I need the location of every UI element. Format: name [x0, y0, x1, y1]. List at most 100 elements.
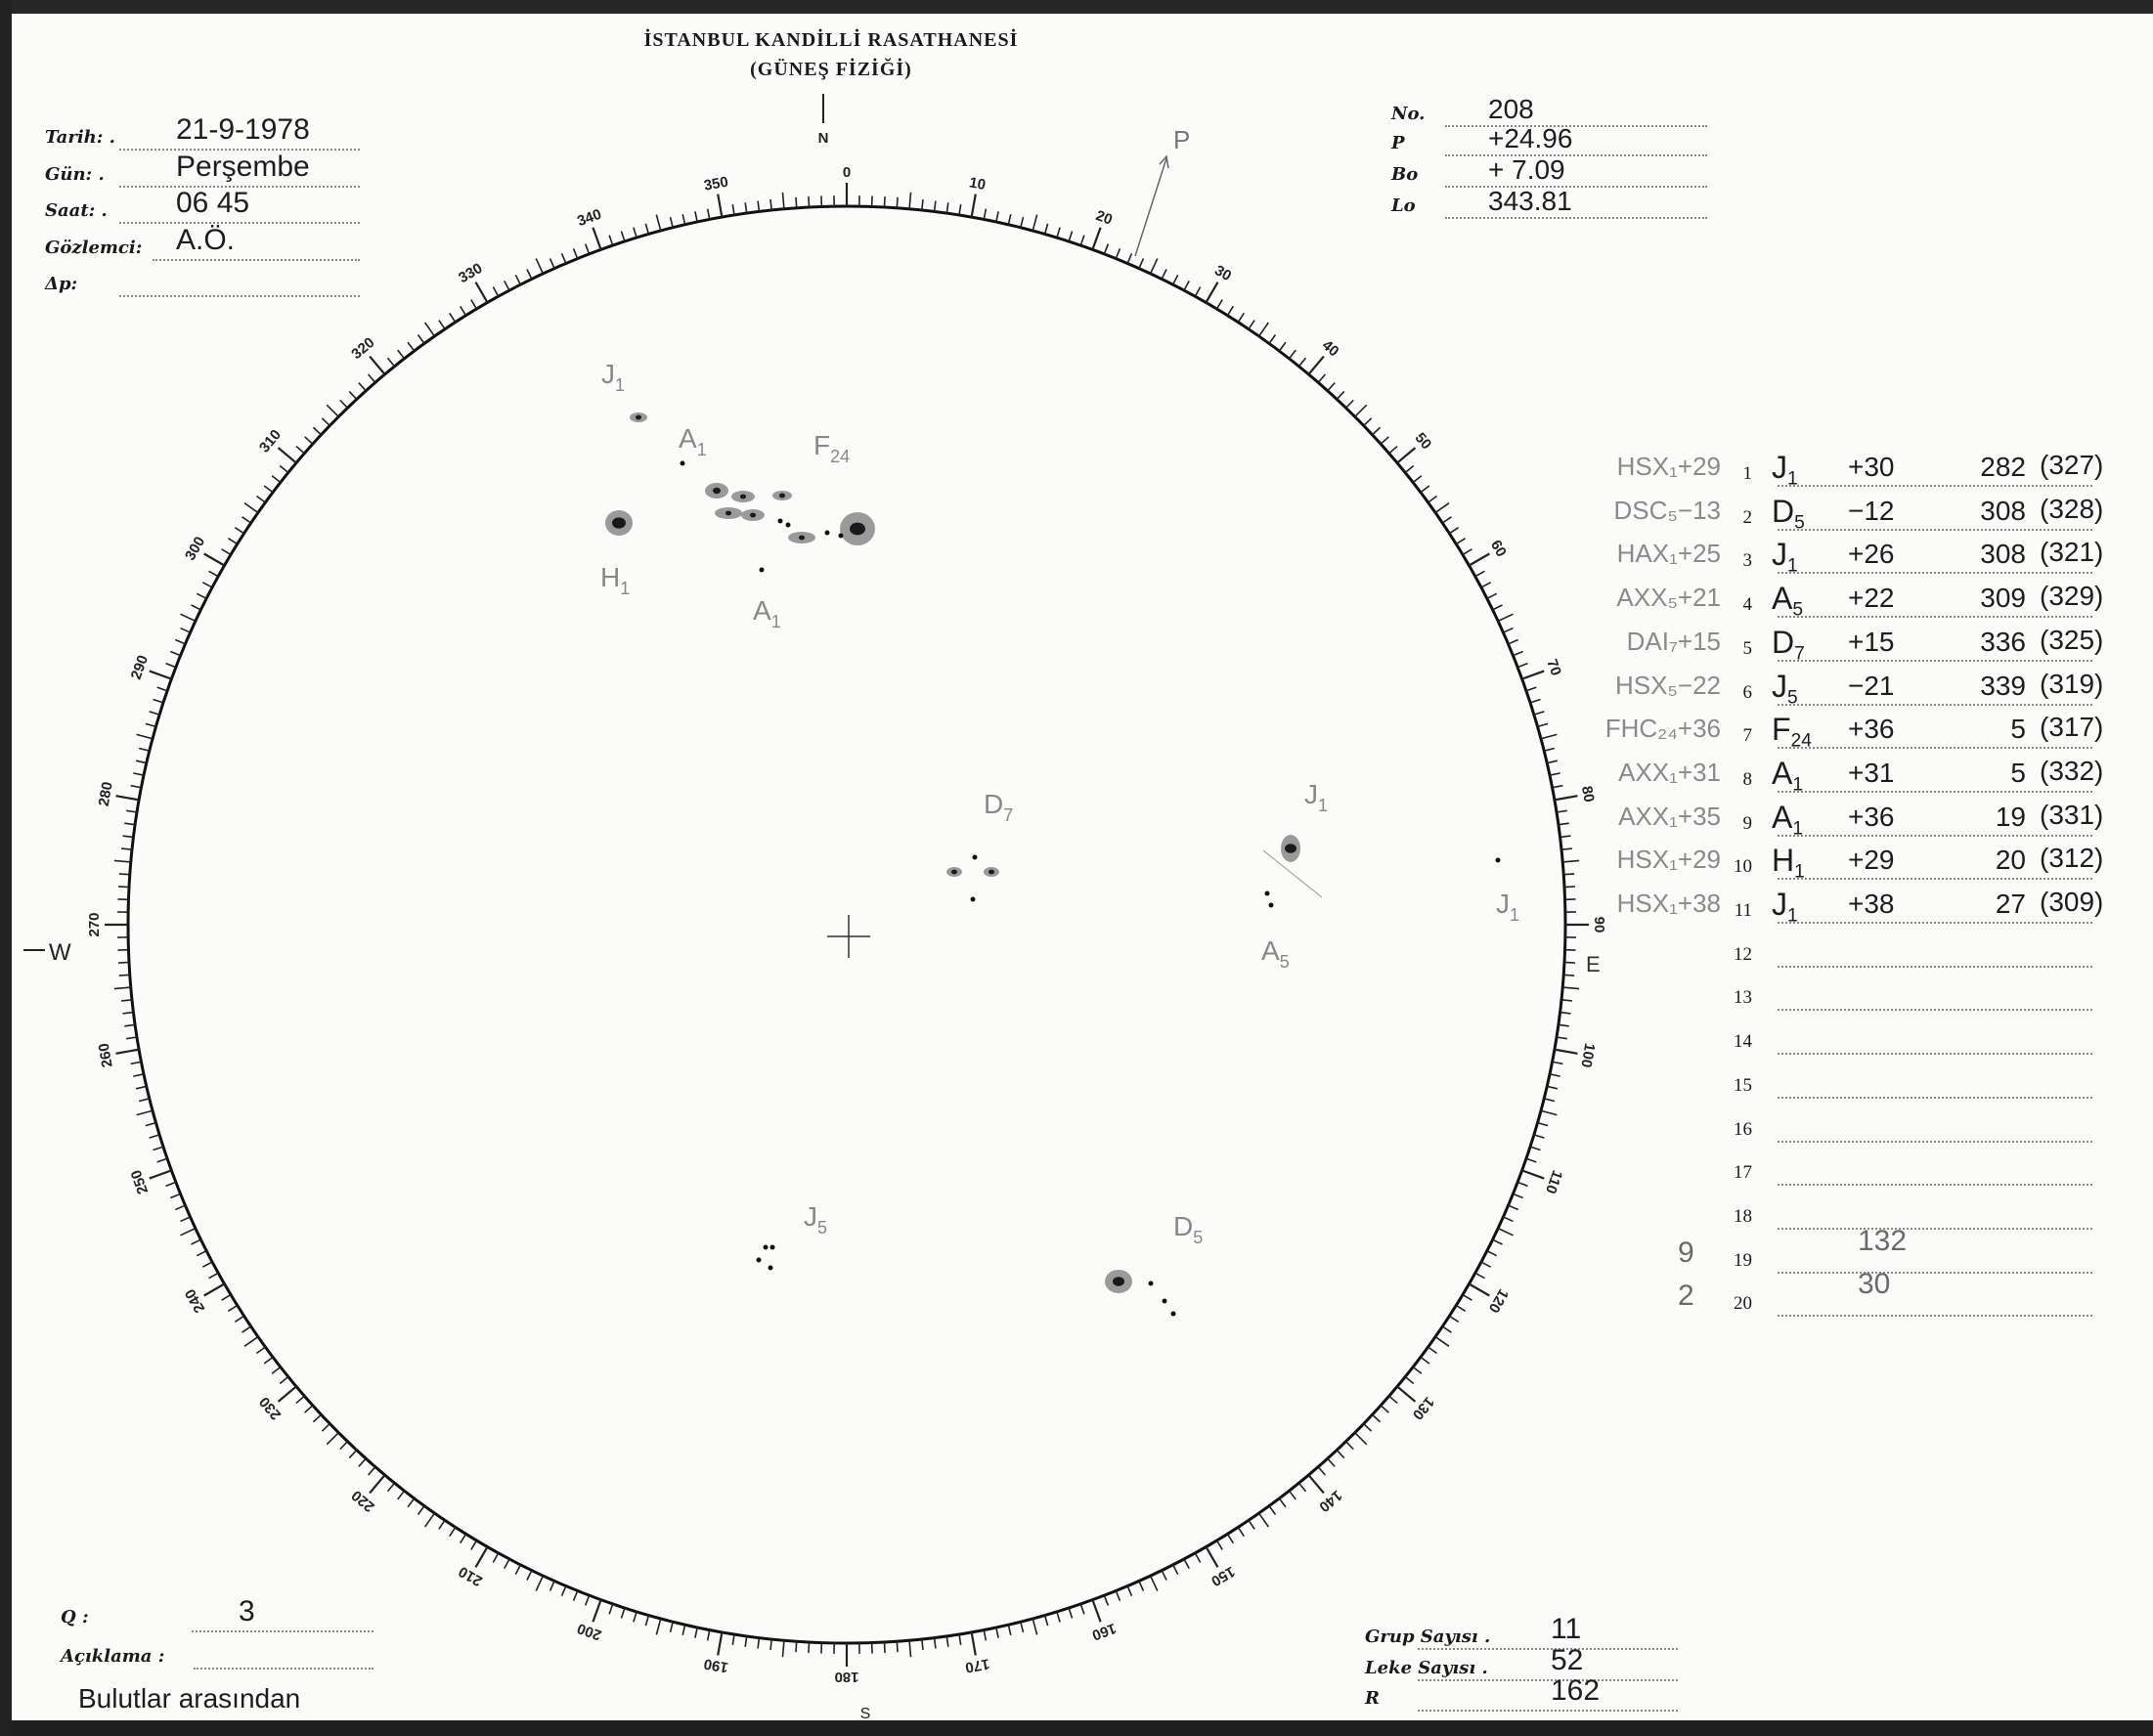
- row-value: 132: [1858, 1224, 1908, 1257]
- scale-label: 180: [834, 1669, 858, 1685]
- group-subscript: 5: [1280, 952, 1290, 972]
- scale-tick: [1428, 495, 1437, 503]
- summary-line: [1418, 1710, 1678, 1712]
- group-subscript: 1: [1794, 862, 1805, 884]
- scale-tick: [1543, 747, 1556, 752]
- scale-tick: [180, 1216, 191, 1223]
- scale-tick: [908, 192, 912, 209]
- scale-tick: [417, 1505, 425, 1515]
- row-number: 10: [1734, 856, 1752, 878]
- group-subscript: 5: [1787, 687, 1798, 709]
- scale-tick: [170, 1193, 181, 1199]
- longitude: 19: [1995, 801, 2026, 832]
- group-label: A5: [1261, 935, 1290, 972]
- scale-tick: [1468, 1282, 1490, 1297]
- scale-tick: [133, 1073, 145, 1077]
- latitude: +29: [1848, 845, 1895, 876]
- scale-label: 150: [1208, 1563, 1238, 1589]
- info-line: [119, 149, 360, 151]
- group-letter: D: [1772, 493, 1795, 529]
- group-letter: A: [1772, 799, 1793, 835]
- row-number: 15: [1734, 1074, 1752, 1096]
- remark-label: Açıklama :: [61, 1646, 165, 1667]
- group-letter: A: [1261, 935, 1280, 966]
- scale-tick: [138, 1098, 151, 1103]
- scale-tick: [279, 1375, 289, 1385]
- scale-tick: [1521, 1169, 1545, 1180]
- scale-tick: [1317, 1466, 1327, 1476]
- scale-tick: [492, 1552, 500, 1563]
- classification-note: AXX₁+31: [1618, 757, 1721, 787]
- info-label: Δp:: [45, 274, 78, 294]
- scale-label: 210: [456, 1563, 485, 1589]
- scale-tick: [1448, 527, 1460, 535]
- info-line: [119, 295, 360, 297]
- scale-tick: [470, 1540, 478, 1550]
- info-line: [153, 259, 360, 261]
- scale-tick: [118, 873, 130, 876]
- group-subscript: 1: [1510, 905, 1519, 925]
- group-label: D5: [1173, 1211, 1203, 1247]
- scale-tick: [348, 390, 358, 401]
- sunspot-pore: [769, 1244, 775, 1250]
- scale-tick: [921, 1638, 924, 1650]
- scale-tick: [1205, 1545, 1219, 1568]
- row-number: 9: [1742, 812, 1753, 834]
- group-subscript: 1: [1792, 818, 1804, 840]
- row-line: [1778, 747, 2092, 750]
- scale-tick: [312, 426, 323, 436]
- scale-tick: [1558, 1023, 1569, 1027]
- sunspot-pore: [1268, 902, 1274, 908]
- scale-tick: [1380, 436, 1389, 445]
- scale-tick: [970, 1631, 977, 1656]
- scale-tick: [1126, 252, 1133, 264]
- row-number: 18: [1734, 1205, 1752, 1227]
- scale-tick: [180, 613, 197, 623]
- group-letter: J: [1304, 779, 1318, 809]
- scale-tick: [1068, 1607, 1074, 1619]
- scale-tick: [1007, 1624, 1012, 1636]
- scale-tick: [369, 355, 386, 375]
- scale-tick: [234, 527, 245, 535]
- sunspot-umbra: [750, 512, 756, 518]
- scale-tick: [165, 662, 177, 669]
- row-line: [1778, 1140, 2092, 1143]
- scale-tick: [1388, 1395, 1398, 1405]
- scale-tick: [1344, 1441, 1354, 1451]
- scale-tick: [535, 1575, 545, 1591]
- scale-tick: [1161, 269, 1167, 280]
- scale-tick: [1468, 552, 1490, 567]
- scale-tick: [203, 552, 226, 567]
- sunspot-pore: [970, 896, 976, 902]
- scale-tick: [263, 1356, 274, 1365]
- info-label: Tarih: .: [45, 127, 115, 148]
- scale-tick: [326, 1432, 339, 1446]
- scale-label: 120: [1485, 1286, 1512, 1316]
- scale-label: 220: [348, 1487, 377, 1515]
- scale-tick: [1183, 1558, 1190, 1570]
- ephemeris-label: No.: [1391, 104, 1426, 124]
- scale-tick: [149, 1169, 172, 1180]
- sunspot-umbra: [1285, 844, 1296, 853]
- scale-tick: [256, 495, 266, 503]
- summary-value: 11: [1551, 1613, 1582, 1645]
- scale-tick: [170, 650, 181, 657]
- scale-tick: [526, 269, 533, 280]
- scale-tick: [669, 216, 674, 229]
- classification-note: HSX₁+29: [1616, 845, 1721, 875]
- scale-tick: [113, 859, 131, 863]
- scale-tick: [1257, 322, 1269, 337]
- scale-tick: [681, 213, 686, 226]
- scale-tick: [1563, 873, 1575, 876]
- scale-tick: [958, 204, 962, 216]
- row-line: [1778, 1184, 2092, 1187]
- scale-tick: [1543, 1098, 1556, 1103]
- scale-tick: [681, 1624, 686, 1636]
- scale-label: 90: [1591, 917, 1607, 933]
- scale-tick: [133, 772, 145, 776]
- scale-tick: [474, 1545, 489, 1568]
- scale-tick: [995, 1627, 999, 1638]
- scale-tick: [970, 194, 977, 218]
- scale-tick: [243, 1335, 259, 1347]
- scale-tick: [1068, 231, 1074, 242]
